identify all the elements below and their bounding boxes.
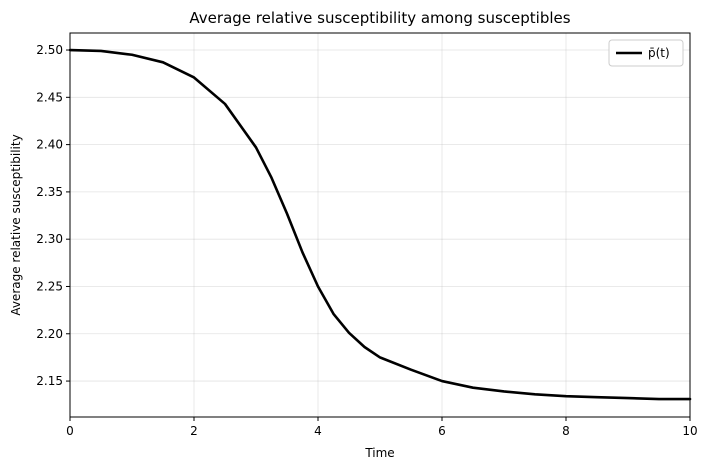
y-tick-label: 2.50	[36, 43, 63, 57]
series-line	[68, 48, 692, 401]
grid-lines	[69, 33, 691, 417]
legend-label: p̄(t)	[648, 46, 670, 60]
y-tick-label: 2.25	[36, 279, 63, 293]
y-axis: 2.15 2.20 2.25 2.30 2.35 2.40 2.45 2.50	[36, 43, 70, 388]
x-tick-label: 10	[682, 424, 697, 438]
x-tick-label: 2	[190, 424, 198, 438]
series-layer	[68, 48, 692, 401]
chart-title: Average relative susceptibility among su…	[189, 9, 570, 27]
y-tick-label: 2.20	[36, 327, 63, 341]
plot-frame	[69, 32, 691, 418]
x-tick-label: 0	[66, 424, 74, 438]
x-tick-label: 8	[562, 424, 570, 438]
y-tick-label: 2.15	[36, 374, 63, 388]
x-axis-label: Time	[364, 446, 394, 460]
y-axis-label: Average relative susceptibility	[9, 134, 23, 315]
y-tick-label: 2.35	[36, 185, 63, 199]
x-axis: 0 2 4 6 8 10	[66, 417, 698, 438]
legend: p̄(t)	[608, 39, 684, 67]
x-tick-label: 4	[314, 424, 322, 438]
y-tick-label: 2.40	[36, 138, 63, 152]
legend-box	[608, 39, 684, 67]
y-tick-label: 2.30	[36, 232, 63, 246]
y-tick-label: 2.45	[36, 90, 63, 104]
x-tick-label: 6	[438, 424, 446, 438]
